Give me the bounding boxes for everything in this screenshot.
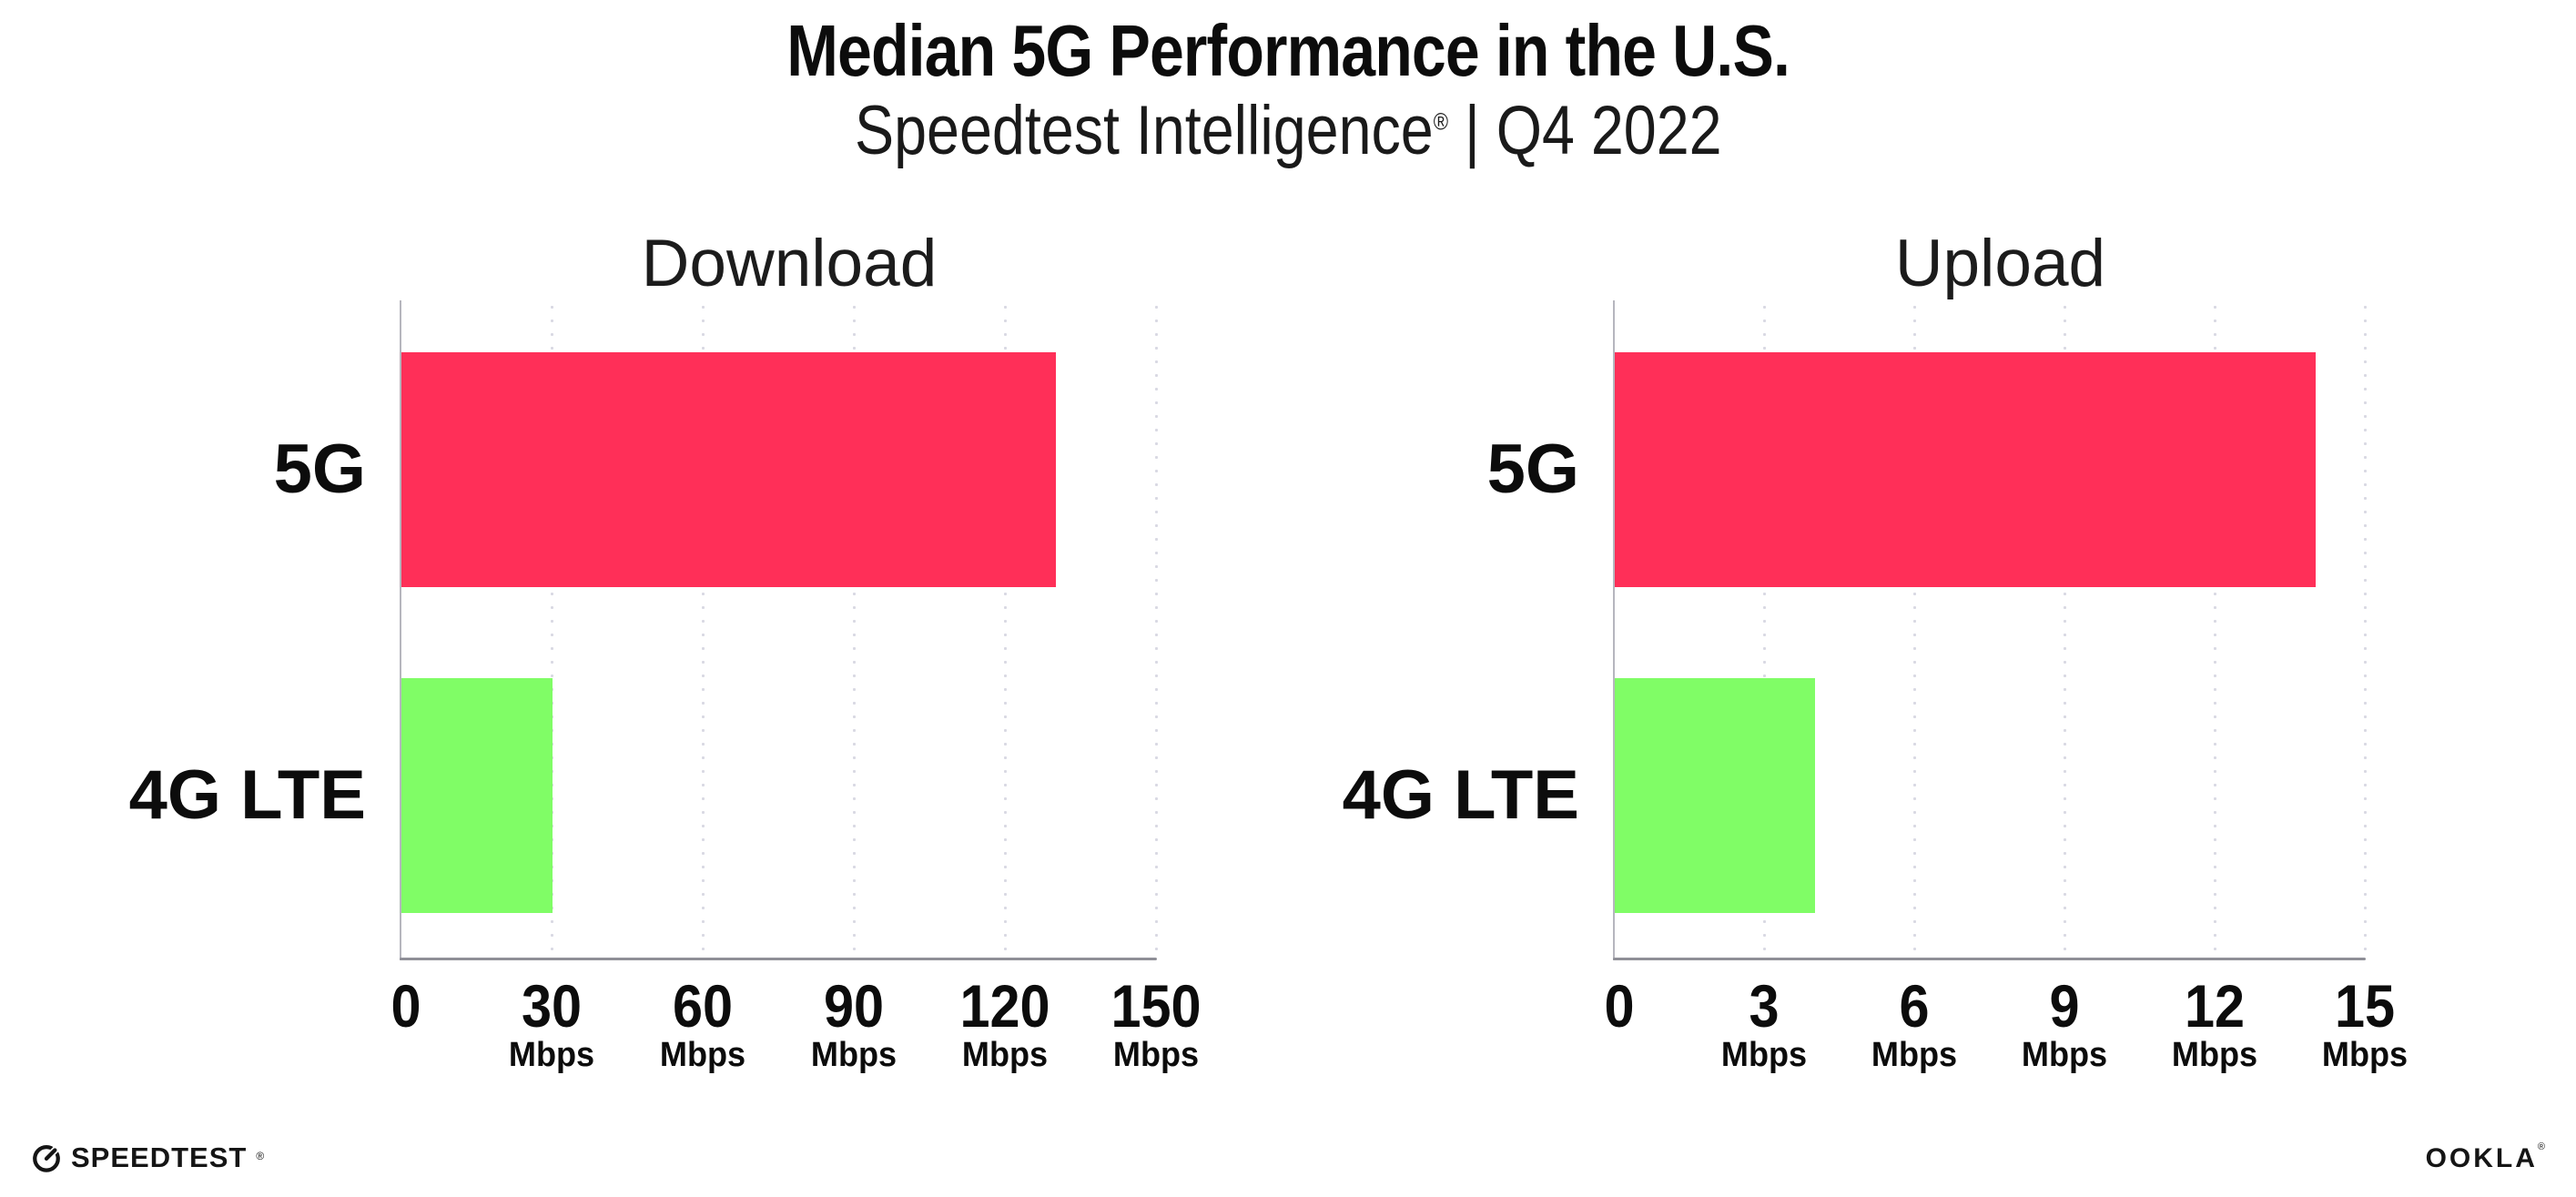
gridline-60 xyxy=(701,300,705,959)
x-tick-label-3: 3 xyxy=(1749,972,1780,1040)
x-tick-label-9: 9 xyxy=(2049,972,2080,1040)
bar-5g xyxy=(1615,352,2316,587)
x-tick-unit-6: Mbps xyxy=(1871,1036,1958,1074)
bar-4g-lte xyxy=(401,678,553,913)
bar-4g-lte xyxy=(1615,678,1815,913)
speedtest-logo: SPEEDTEST ® xyxy=(31,1141,264,1174)
x-tick-unit-90: Mbps xyxy=(810,1036,898,1074)
page-title: Median 5G Performance in the U.S. xyxy=(0,9,2576,93)
bar-5g xyxy=(401,352,1057,587)
ookla-logo: OOKLA ® xyxy=(2425,1141,2545,1174)
download-chart-title: Download xyxy=(641,227,938,300)
category-label-5g: 5G xyxy=(1486,431,1579,508)
speedtest-wordmark: SPEEDTEST xyxy=(71,1141,248,1173)
x-tick-unit-150: Mbps xyxy=(1112,1036,1200,1074)
subtitle-period: | Q4 2022 xyxy=(1447,92,1722,169)
gridline-120 xyxy=(1003,300,1007,959)
page-title-text: Median 5G Performance in the U.S. xyxy=(786,10,1790,91)
x-tick-label-6: 6 xyxy=(1899,972,1930,1040)
upload-chart-title: Upload xyxy=(1894,227,2106,300)
x-tick-label-120: 120 xyxy=(959,972,1050,1040)
x-tick-unit-120: Mbps xyxy=(961,1036,1049,1074)
x-axis-line xyxy=(400,958,1157,960)
category-label-4g-lte: 4G LTE xyxy=(128,756,366,834)
x-axis-line xyxy=(1613,958,2366,960)
x-tick-label-150: 150 xyxy=(1111,972,1202,1040)
x-tick-label-0: 0 xyxy=(390,972,421,1040)
x-tick-label-30: 30 xyxy=(521,972,583,1040)
x-tick-unit-12: Mbps xyxy=(2171,1036,2258,1074)
gridline-3 xyxy=(1762,300,1766,959)
gridline-30 xyxy=(550,300,553,959)
ookla-registered-mark: ® xyxy=(2537,1141,2545,1152)
page-subtitle-text: Speedtest Intelligence® | Q4 2022 xyxy=(855,91,1722,170)
y-axis-line xyxy=(1613,300,1615,960)
category-label-5g: 5G xyxy=(273,431,366,508)
x-tick-label-15: 15 xyxy=(2334,972,2396,1040)
gridline-15 xyxy=(2363,300,2367,959)
gridline-150 xyxy=(1154,300,1158,959)
category-label-4g-lte: 4G LTE xyxy=(1342,756,1579,834)
x-tick-label-60: 60 xyxy=(672,972,734,1040)
x-tick-unit-3: Mbps xyxy=(1720,1036,1808,1074)
gridline-90 xyxy=(852,300,856,959)
x-tick-label-90: 90 xyxy=(823,972,885,1040)
gridline-12 xyxy=(2213,300,2216,959)
x-tick-label-12: 12 xyxy=(2184,972,2246,1040)
x-tick-unit-15: Mbps xyxy=(2321,1036,2409,1074)
gridline-9 xyxy=(2063,300,2066,959)
subtitle-brand: Speedtest Intelligence xyxy=(854,92,1434,169)
page-subtitle: Speedtest Intelligence® | Q4 2022 xyxy=(0,91,2576,170)
x-tick-label-0: 0 xyxy=(1604,972,1635,1040)
ookla-wordmark: OOKLA xyxy=(2425,1143,2538,1173)
x-tick-unit-60: Mbps xyxy=(659,1036,746,1074)
speedtest-registered-mark: ® xyxy=(256,1150,265,1162)
x-tick-unit-30: Mbps xyxy=(508,1036,595,1074)
registered-mark: ® xyxy=(1433,107,1448,136)
y-axis-line xyxy=(400,300,401,960)
x-tick-unit-9: Mbps xyxy=(2021,1036,2108,1074)
gridline-6 xyxy=(1912,300,1916,959)
speedtest-gauge-icon xyxy=(33,1144,61,1172)
